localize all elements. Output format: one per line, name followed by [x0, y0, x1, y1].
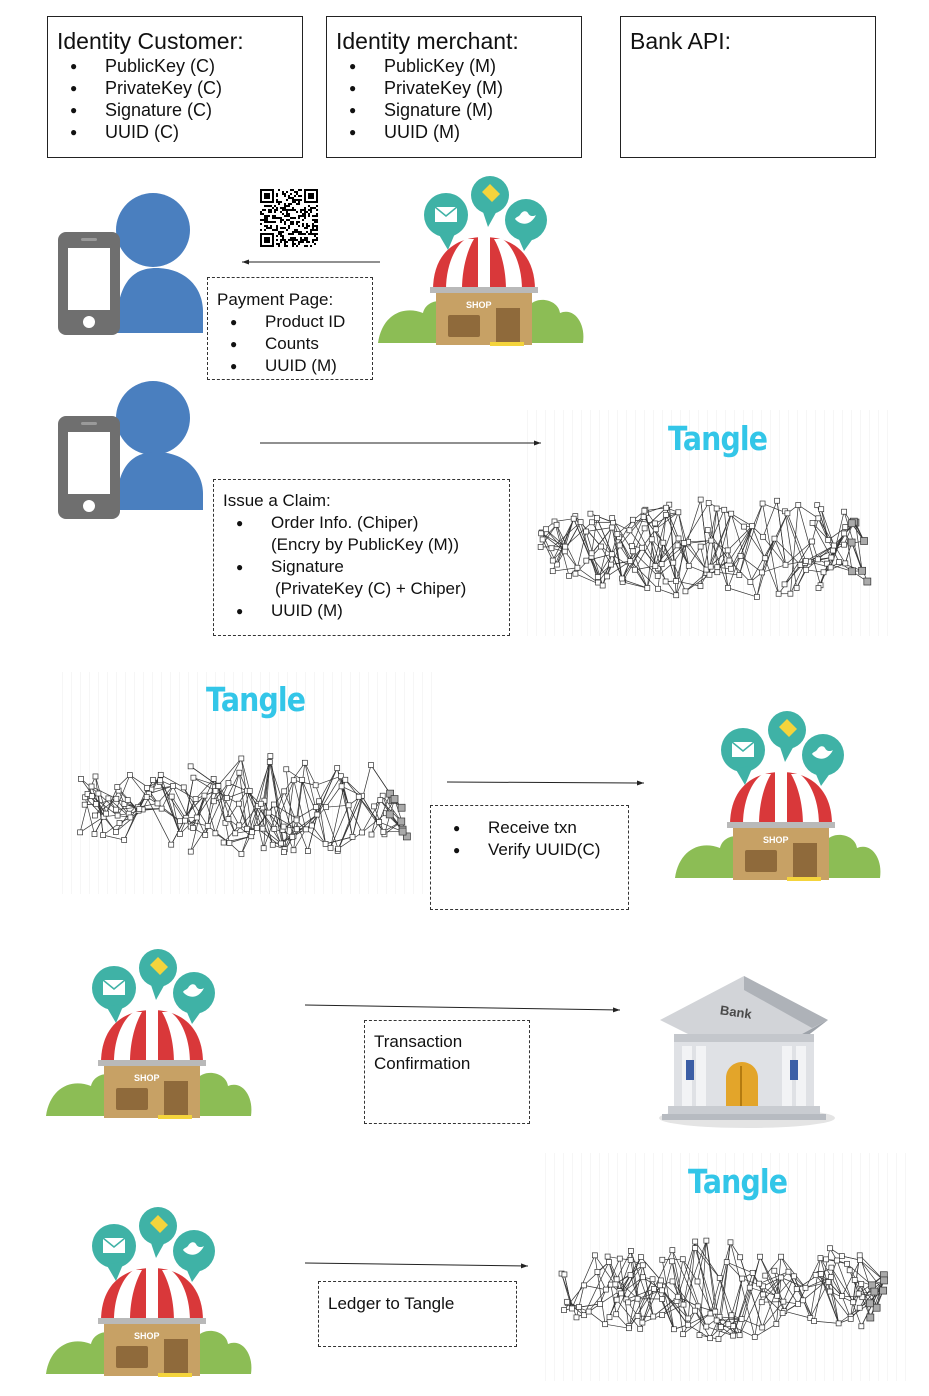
tangle-network-icon — [537, 496, 872, 600]
tangle-logo-text: Tangle — [688, 1162, 788, 1201]
tangle-network-icon — [558, 1237, 888, 1342]
payment-page-box: Payment Page: Product ID Counts UUID (M) — [207, 277, 373, 380]
issue-claim-item-sub: (Encry by PublicKey (M)) — [271, 535, 459, 554]
identity-merchant-box: Identity merchant: PublicKey (M) Private… — [326, 16, 582, 158]
tangle-logo-text: Tangle — [206, 680, 306, 719]
identity-merchant-item: PublicKey (M) — [349, 55, 581, 77]
payment-page-title: Payment Page: — [217, 290, 334, 309]
bank-api-box: Bank API: — [620, 16, 876, 158]
identity-merchant-item: UUID (M) — [349, 121, 581, 143]
shop-icon: SHOP — [378, 176, 584, 346]
receive-item: Verify UUID(C) — [453, 839, 628, 861]
confirmation-line: Confirmation — [374, 1054, 471, 1073]
issue-claim-item-text: Signature — [271, 557, 344, 576]
issue-claim-item-sub: (PrivateKey (C) + Chiper) — [275, 579, 467, 598]
identity-customer-title: Identity Customer: — [57, 28, 244, 54]
issue-claim-title: Issue a Claim: — [223, 491, 331, 510]
issue-claim-item: Order Info. (Chiper) (Encry by PublicKey … — [236, 512, 509, 556]
tangle-background — [62, 672, 432, 894]
identity-customer-item: UUID (C) — [70, 121, 302, 143]
arrow-merchant-to-ledger — [304, 1262, 529, 1269]
customer-with-phone-icon — [58, 193, 203, 335]
identity-merchant-item: Signature (M) — [349, 99, 581, 121]
payment-page-item: UUID (M) — [230, 355, 372, 377]
ledger-text: Ledger to Tangle — [328, 1294, 455, 1313]
shop-icon: SHOP — [46, 1207, 252, 1377]
shop-icon: SHOP — [46, 949, 252, 1119]
bank-building-icon: Bank — [659, 976, 835, 1128]
transaction-line: Transaction — [374, 1032, 463, 1051]
shop-sign: SHOP — [763, 835, 789, 845]
identity-merchant-title: Identity merchant: — [336, 28, 519, 54]
identity-customer-item: PrivateKey (C) — [70, 77, 302, 99]
tangle-background — [527, 410, 893, 636]
tangle-logo-text: Tangle — [668, 419, 768, 458]
receive-item: Receive txn — [453, 817, 628, 839]
shop-sign: SHOP — [134, 1331, 160, 1341]
ledger-to-tangle-box: Ledger to Tangle — [318, 1281, 517, 1347]
payment-page-item: Product ID — [230, 311, 372, 333]
arrow-tangle-to-merchant — [446, 780, 645, 786]
receive-txn-box: Receive txn Verify UUID(C) — [430, 805, 629, 910]
transaction-confirmation-box: Transaction Confirmation — [364, 1020, 530, 1124]
issue-claim-item: UUID (M) — [236, 600, 509, 622]
shop-icon: SHOP — [675, 711, 881, 881]
issue-claim-box: Issue a Claim: Order Info. (Chiper) (Encr… — [213, 479, 510, 636]
issue-claim-item: Signature (PrivateKey (C) + Chiper) — [236, 556, 509, 600]
tangle-network-icon — [77, 753, 411, 857]
qr-code-icon — [260, 189, 318, 247]
identity-customer-box: Identity Customer: PublicKey (C) Private… — [47, 16, 303, 158]
payment-page-item: Counts — [230, 333, 372, 355]
bank-sign: Bank — [719, 1002, 753, 1021]
identity-merchant-item: PrivateKey (M) — [349, 77, 581, 99]
shop-sign: SHOP — [466, 300, 492, 310]
issue-claim-item-text: UUID (M) — [271, 601, 343, 620]
identity-customer-item: PublicKey (C) — [70, 55, 302, 77]
bank-api-title: Bank API: — [630, 28, 732, 54]
customer-with-phone-icon — [58, 381, 203, 519]
identity-customer-item: Signature (C) — [70, 99, 302, 121]
arrow-merchant-to-bank — [304, 1004, 621, 1013]
issue-claim-item-text: Order Info. (Chiper) — [271, 513, 419, 532]
shop-sign: SHOP — [134, 1073, 160, 1083]
